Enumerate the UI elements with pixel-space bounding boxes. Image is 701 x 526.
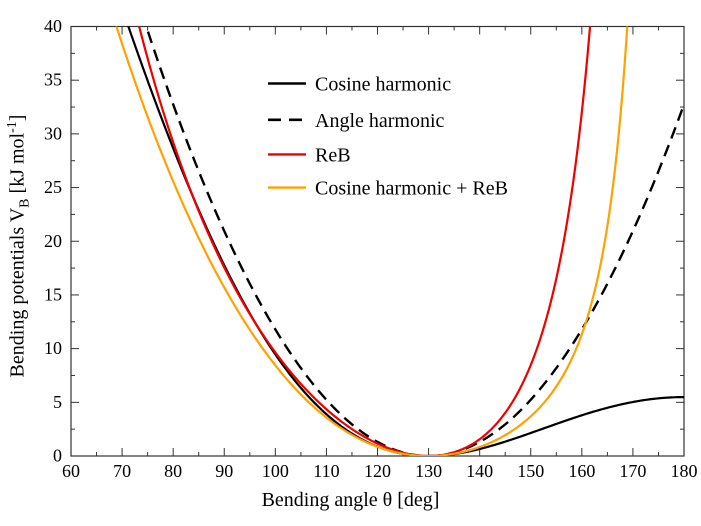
svg-text:180: 180 bbox=[671, 461, 698, 481]
svg-text:ReB: ReB bbox=[315, 144, 351, 166]
svg-text:170: 170 bbox=[619, 461, 646, 481]
svg-text:10: 10 bbox=[44, 338, 62, 358]
svg-text:Cosine harmonic: Cosine harmonic bbox=[315, 74, 451, 96]
svg-text:5: 5 bbox=[53, 392, 62, 412]
svg-text:20: 20 bbox=[44, 231, 62, 251]
svg-text:130: 130 bbox=[415, 461, 442, 481]
svg-text:60: 60 bbox=[62, 461, 80, 481]
svg-text:40: 40 bbox=[44, 16, 62, 36]
svg-text:Angle harmonic: Angle harmonic bbox=[315, 110, 445, 132]
svg-text:110: 110 bbox=[313, 461, 339, 481]
svg-text:120: 120 bbox=[364, 461, 391, 481]
svg-text:15: 15 bbox=[44, 284, 62, 304]
svg-text:Cosine harmonic + ReB: Cosine harmonic + ReB bbox=[315, 178, 508, 200]
svg-text:160: 160 bbox=[568, 461, 595, 481]
svg-text:100: 100 bbox=[262, 461, 289, 481]
svg-text:0: 0 bbox=[53, 446, 62, 466]
svg-text:90: 90 bbox=[215, 461, 233, 481]
svg-text:25: 25 bbox=[44, 177, 62, 197]
svg-text:70: 70 bbox=[113, 461, 131, 481]
svg-text:150: 150 bbox=[517, 461, 544, 481]
svg-text:30: 30 bbox=[44, 123, 62, 143]
svg-text:35: 35 bbox=[44, 70, 62, 90]
svg-text:140: 140 bbox=[466, 461, 493, 481]
svg-text:80: 80 bbox=[164, 461, 182, 481]
